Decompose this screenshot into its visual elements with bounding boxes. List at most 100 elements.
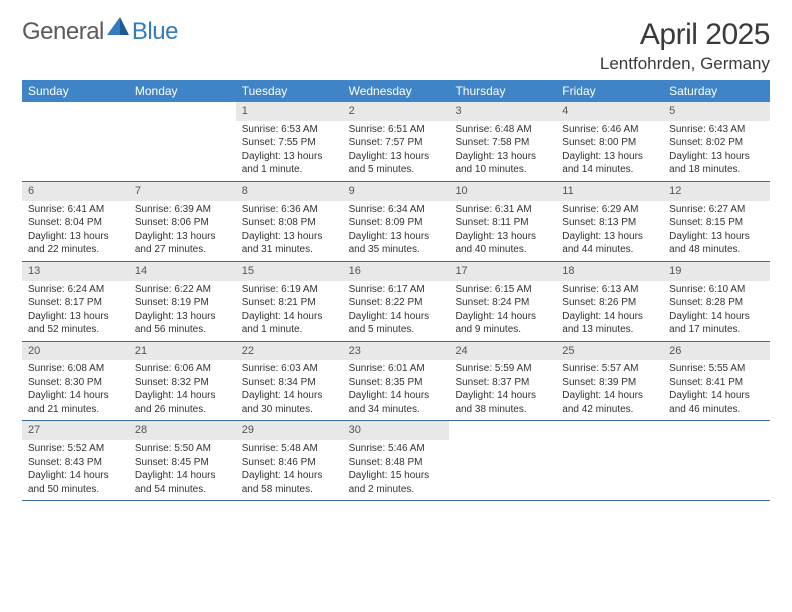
sunset-text: Sunset: 8:35 PM (349, 376, 444, 390)
sunrise-text: Sunrise: 6:15 AM (455, 283, 550, 297)
day-body: Sunrise: 6:01 AMSunset: 8:35 PMDaylight:… (343, 362, 450, 416)
day-cell: 3Sunrise: 6:48 AMSunset: 7:58 PMDaylight… (449, 102, 556, 181)
day-number-bar: 12 (663, 182, 770, 201)
sunset-text: Sunset: 8:04 PM (28, 216, 123, 230)
sunrise-text: Sunrise: 6:43 AM (669, 123, 764, 137)
day-cell: 21 Sunrise: 6:06 AMSunset: 8:32 PMDayligh… (129, 342, 236, 421)
day-cell: 14Sunrise: 6:22 AMSunset: 8:19 PMDayligh… (129, 262, 236, 341)
weekday-header-cell: Wednesday (343, 80, 450, 102)
sunset-text: Sunset: 8:22 PM (349, 296, 444, 310)
day-number-bar: 30 (343, 421, 450, 440)
day-cell: 16 Sunrise: 6:17 AMSunset: 8:22 PMDayligh… (343, 262, 450, 341)
day-number: 2 (349, 105, 355, 117)
day-cell: 30 Sunrise: 5:46 AMSunset: 8:48 PMDayligh… (343, 421, 450, 500)
location-label: Lentfohrden, Germany (600, 54, 770, 74)
day-number: 9 (349, 185, 355, 197)
day-number-bar: 28 (129, 421, 236, 440)
sunrise-text: Sunrise: 6:53 AM (242, 123, 337, 137)
day-number: 21 (135, 345, 147, 357)
daylight-text: Daylight: 13 hours and 31 minutes. (242, 230, 337, 257)
day-number: 12 (669, 185, 681, 197)
day-body: Sunrise: 6:13 AMSunset: 8:26 PMDaylight:… (556, 283, 663, 337)
day-body: Sunrise: 6:06 AMSunset: 8:32 PMDaylight:… (129, 362, 236, 416)
day-number-bar: 13 (22, 262, 129, 281)
day-number: 30 (349, 424, 361, 436)
daylight-text: Daylight: 13 hours and 10 minutes. (455, 150, 550, 177)
day-number: 8 (242, 185, 248, 197)
day-number-bar: 5 (663, 102, 770, 121)
calendar: SundayMondayTuesdayWednesdayThursdayFrid… (22, 80, 770, 501)
sunset-text: Sunset: 8:41 PM (669, 376, 764, 390)
day-body: Sunrise: 5:57 AMSunset: 8:39 PMDaylight:… (556, 362, 663, 416)
day-number: 11 (562, 185, 573, 197)
sunset-text: Sunset: 8:11 PM (455, 216, 550, 230)
day-number-bar: 14 (129, 262, 236, 281)
day-number: 10 (455, 185, 467, 197)
day-cell: 19Sunrise: 6:10 AMSunset: 8:28 PMDayligh… (663, 262, 770, 341)
sunrise-text: Sunrise: 6:39 AM (135, 203, 230, 217)
weekday-header-cell: Friday (556, 80, 663, 102)
day-body: Sunrise: 6:31 AMSunset: 8:11 PMDaylight:… (449, 203, 556, 257)
sunset-text: Sunset: 8:21 PM (242, 296, 337, 310)
day-body: Sunrise: 6:46 AMSunset: 8:00 PMDaylight:… (556, 123, 663, 177)
daylight-text: Daylight: 13 hours and 18 minutes. (669, 150, 764, 177)
day-body: Sunrise: 6:08 AMSunset: 8:30 PMDaylight:… (22, 362, 129, 416)
sunrise-text: Sunrise: 5:46 AM (349, 442, 444, 456)
daylight-text: Daylight: 14 hours and 50 minutes. (28, 469, 123, 496)
sunset-text: Sunset: 8:46 PM (242, 456, 337, 470)
sunrise-text: Sunrise: 6:24 AM (28, 283, 123, 297)
sunrise-text: Sunrise: 6:17 AM (349, 283, 444, 297)
sunrise-text: Sunrise: 6:36 AM (242, 203, 337, 217)
title-block: April 2025 Lentfohrden, Germany (600, 18, 770, 74)
sunrise-text: Sunrise: 6:34 AM (349, 203, 444, 217)
sunset-text: Sunset: 8:30 PM (28, 376, 123, 390)
sunrise-text: Sunrise: 6:01 AM (349, 362, 444, 376)
day-cell: 4Sunrise: 6:46 AMSunset: 8:00 PMDaylight… (556, 102, 663, 181)
sunset-text: Sunset: 8:09 PM (349, 216, 444, 230)
sunset-text: Sunset: 8:26 PM (562, 296, 657, 310)
day-cell (449, 421, 556, 500)
day-cell: 8 Sunrise: 6:36 AMSunset: 8:08 PMDaylight… (236, 182, 343, 261)
week-row: 1Sunrise: 6:53 AMSunset: 7:55 PMDaylight… (22, 102, 770, 182)
day-body: Sunrise: 6:10 AMSunset: 8:28 PMDaylight:… (663, 283, 770, 337)
day-number-bar: 21 (129, 342, 236, 361)
daylight-text: Daylight: 14 hours and 58 minutes. (242, 469, 337, 496)
daylight-text: Daylight: 13 hours and 35 minutes. (349, 230, 444, 257)
sunset-text: Sunset: 8:48 PM (349, 456, 444, 470)
sunrise-text: Sunrise: 6:31 AM (455, 203, 550, 217)
sunrise-text: Sunrise: 5:52 AM (28, 442, 123, 456)
sunrise-text: Sunrise: 6:51 AM (349, 123, 444, 137)
sunrise-text: Sunrise: 6:48 AM (455, 123, 550, 137)
day-body: Sunrise: 6:41 AMSunset: 8:04 PMDaylight:… (22, 203, 129, 257)
day-cell: 2Sunrise: 6:51 AMSunset: 7:57 PMDaylight… (343, 102, 450, 181)
day-body: Sunrise: 6:39 AMSunset: 8:06 PMDaylight:… (129, 203, 236, 257)
day-cell: 15Sunrise: 6:19 AMSunset: 8:21 PMDayligh… (236, 262, 343, 341)
day-number-bar: 1 (236, 102, 343, 121)
sunrise-text: Sunrise: 5:57 AM (562, 362, 657, 376)
day-number-bar: 16 (343, 262, 450, 281)
day-number-bar: 11 (556, 182, 663, 201)
sunset-text: Sunset: 8:00 PM (562, 136, 657, 150)
day-cell: 12Sunrise: 6:27 AMSunset: 8:15 PMDayligh… (663, 182, 770, 261)
day-number: 28 (135, 424, 147, 436)
sunrise-text: Sunrise: 6:06 AM (135, 362, 230, 376)
daylight-text: Daylight: 15 hours and 2 minutes. (349, 469, 444, 496)
day-cell: 7Sunrise: 6:39 AMSunset: 8:06 PMDaylight… (129, 182, 236, 261)
sunset-text: Sunset: 8:13 PM (562, 216, 657, 230)
sunset-text: Sunset: 8:08 PM (242, 216, 337, 230)
day-cell: 29Sunrise: 5:48 AMSunset: 8:46 PMDayligh… (236, 421, 343, 500)
daylight-text: Daylight: 14 hours and 5 minutes. (349, 310, 444, 337)
day-number: 26 (669, 345, 681, 357)
day-body: Sunrise: 5:46 AMSunset: 8:48 PMDaylight:… (343, 442, 450, 496)
sunrise-text: Sunrise: 5:50 AM (135, 442, 230, 456)
sunrise-text: Sunrise: 6:27 AM (669, 203, 764, 217)
day-number-bar: 6 (22, 182, 129, 201)
day-number: 17 (455, 265, 467, 277)
day-number: 18 (562, 265, 574, 277)
sunrise-text: Sunrise: 5:48 AM (242, 442, 337, 456)
day-number: 22 (242, 345, 254, 357)
day-body: Sunrise: 5:52 AMSunset: 8:43 PMDaylight:… (22, 442, 129, 496)
day-body: Sunrise: 6:03 AMSunset: 8:34 PMDaylight:… (236, 362, 343, 416)
day-number-bar: 9 (343, 182, 450, 201)
weekday-header-cell: Thursday (449, 80, 556, 102)
